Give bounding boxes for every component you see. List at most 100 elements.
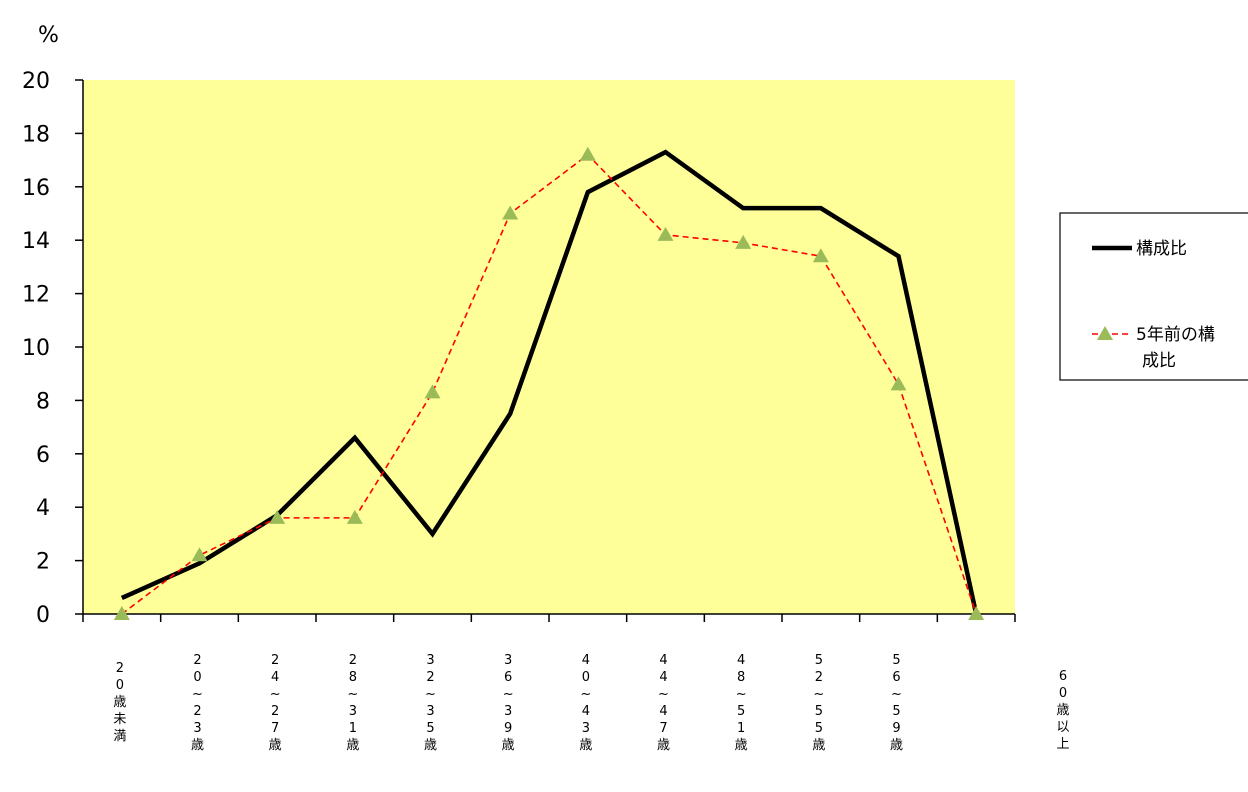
legend-label-1: 5年前の構 — [1136, 325, 1215, 345]
x-tick-label-char: 歳 — [113, 695, 126, 710]
series-point-marker — [579, 146, 596, 161]
x-tick-label-char: 4 — [659, 704, 667, 719]
series-point-marker — [269, 509, 286, 524]
series-point-marker — [657, 226, 674, 241]
x-tick-label-char: 満 — [113, 729, 126, 744]
legend-box — [1059, 212, 1248, 381]
x-tick-label-char: 2 — [193, 704, 201, 719]
x-tick-label-char: 6 — [504, 670, 512, 685]
x-tick-label-char: 5 — [737, 704, 745, 719]
x-tick-label-char: 1 — [737, 721, 745, 736]
series-point-marker — [113, 606, 130, 620]
x-tick-label-char: 5 — [892, 653, 900, 668]
x-tick-label-char: 0 — [1059, 686, 1067, 701]
x-tick-label-char: 未 — [113, 712, 126, 727]
y-tick-label: 10 — [22, 336, 50, 361]
series-line-0 — [120, 149, 979, 615]
x-tick-label: 2 0 ~2 3 歳 — [191, 653, 204, 753]
x-tick-label: 2 0 歳未満 — [113, 661, 126, 744]
x-tick-label-char: 4 — [582, 704, 590, 719]
series-point-marker — [968, 606, 985, 620]
legend-marker-1 — [1097, 326, 1113, 340]
series-point-marker — [424, 384, 441, 399]
series-line-1 — [121, 153, 977, 615]
x-tick-label-char: 4 — [271, 670, 279, 685]
plot-area — [83, 80, 1015, 614]
y-tick-label: 0 — [36, 603, 50, 628]
x-tick-label-char: 5 — [815, 721, 823, 736]
y-tick-label: 6 — [36, 443, 50, 468]
x-tick-label-char: 2 — [426, 670, 434, 685]
y-axis-ticks — [75, 79, 83, 615]
x-tick-label-char: 4 — [582, 653, 590, 668]
x-tick-label-char: ~ — [813, 687, 824, 702]
x-tick-label-char: ~ — [736, 687, 747, 702]
x-tick-label-char: 歳 — [579, 738, 592, 753]
y-tick-label: 4 — [36, 496, 50, 521]
x-tick-label-char: ~ — [425, 687, 436, 702]
series-point-marker — [346, 509, 363, 524]
y-tick-label: 18 — [22, 122, 50, 147]
x-tick-label-char: 2 — [349, 653, 357, 668]
x-tick-label-char: 歳 — [890, 738, 903, 753]
x-tick-label-char: 歳 — [812, 738, 825, 753]
series-layer — [113, 146, 985, 620]
legend-label-0: 構成比 — [1136, 239, 1187, 259]
x-tick-label-char: 5 — [426, 721, 434, 736]
x-tick-label-char: 3 — [426, 704, 434, 719]
y-axis-unit-label: % — [38, 23, 59, 48]
y-tick-label: 2 — [36, 550, 50, 575]
legend-label-1: 成比 — [1142, 351, 1176, 371]
x-tick-label-char: 3 — [504, 704, 512, 719]
x-tick-label-char: 3 — [426, 653, 434, 668]
x-tick-label-char: 歳 — [1056, 703, 1069, 718]
x-tick-label-char: 以 — [1056, 720, 1069, 735]
x-tick-label-char: 7 — [271, 721, 279, 736]
x-tick-label-char: 歳 — [735, 738, 748, 753]
x-tick-label-char: 8 — [737, 670, 745, 685]
series-point-marker — [502, 205, 519, 220]
series-point-marker — [191, 547, 208, 562]
x-tick-label-char: 2 — [271, 704, 279, 719]
x-tick-label: 6 0 歳以上 — [1056, 669, 1069, 752]
y-tick-label: 20 — [22, 69, 50, 94]
y-tick-label: 8 — [36, 389, 50, 414]
x-tick-label: 4 8 ~5 1 歳 — [735, 653, 748, 753]
y-tick-label: 16 — [22, 176, 50, 201]
x-tick-label-char: 0 — [116, 678, 124, 693]
x-tick-label: 2 4 ~2 7 歳 — [269, 653, 282, 753]
x-tick-label-char: 4 — [659, 670, 667, 685]
x-tick-label: 3 6 ~3 9 歳 — [502, 653, 515, 753]
x-tick-label-char: 2 — [116, 661, 124, 676]
x-tick-label-char: 歳 — [657, 738, 670, 753]
x-tick-label-char: 歳 — [424, 738, 437, 753]
x-tick-label-char: ~ — [658, 687, 669, 702]
x-tick-label: 3 2 ~3 5 歳 — [424, 653, 437, 753]
x-tick-label-char: 上 — [1056, 737, 1069, 752]
x-axis-ticks — [82, 614, 1016, 622]
x-tick-label-char: ~ — [270, 687, 281, 702]
x-tick-label-char: 4 — [659, 653, 667, 668]
x-tick-label-char: 6 — [892, 670, 900, 685]
x-tick-label: 4 4 ~4 7 歳 — [657, 653, 670, 753]
x-tick-label-char: 5 — [815, 653, 823, 668]
x-tick-label-char: 2 — [815, 670, 823, 685]
x-tick-label-char: 4 — [737, 653, 745, 668]
series-point-marker — [735, 234, 752, 249]
x-tick-label-char: 9 — [504, 721, 512, 736]
x-tick-label-char: 1 — [349, 721, 357, 736]
x-tick-label-char: 3 — [193, 721, 201, 736]
x-tick-label-char: 5 — [815, 704, 823, 719]
x-tick-label: 5 2 ~5 5 歳 — [812, 653, 825, 753]
x-tick-label-char: 歳 — [502, 738, 515, 753]
series-point-marker — [890, 376, 907, 391]
x-tick-label: 5 6 ~5 9 歳 — [890, 653, 903, 753]
x-tick-label-char: ~ — [503, 687, 514, 702]
x-tick-label-char: 3 — [504, 653, 512, 668]
x-tick-label-char: 2 — [271, 653, 279, 668]
x-tick-label-char: 5 — [892, 704, 900, 719]
x-tick-label: 4 0 ~4 3 歳 — [579, 653, 592, 753]
x-tick-label-char: ~ — [580, 687, 591, 702]
